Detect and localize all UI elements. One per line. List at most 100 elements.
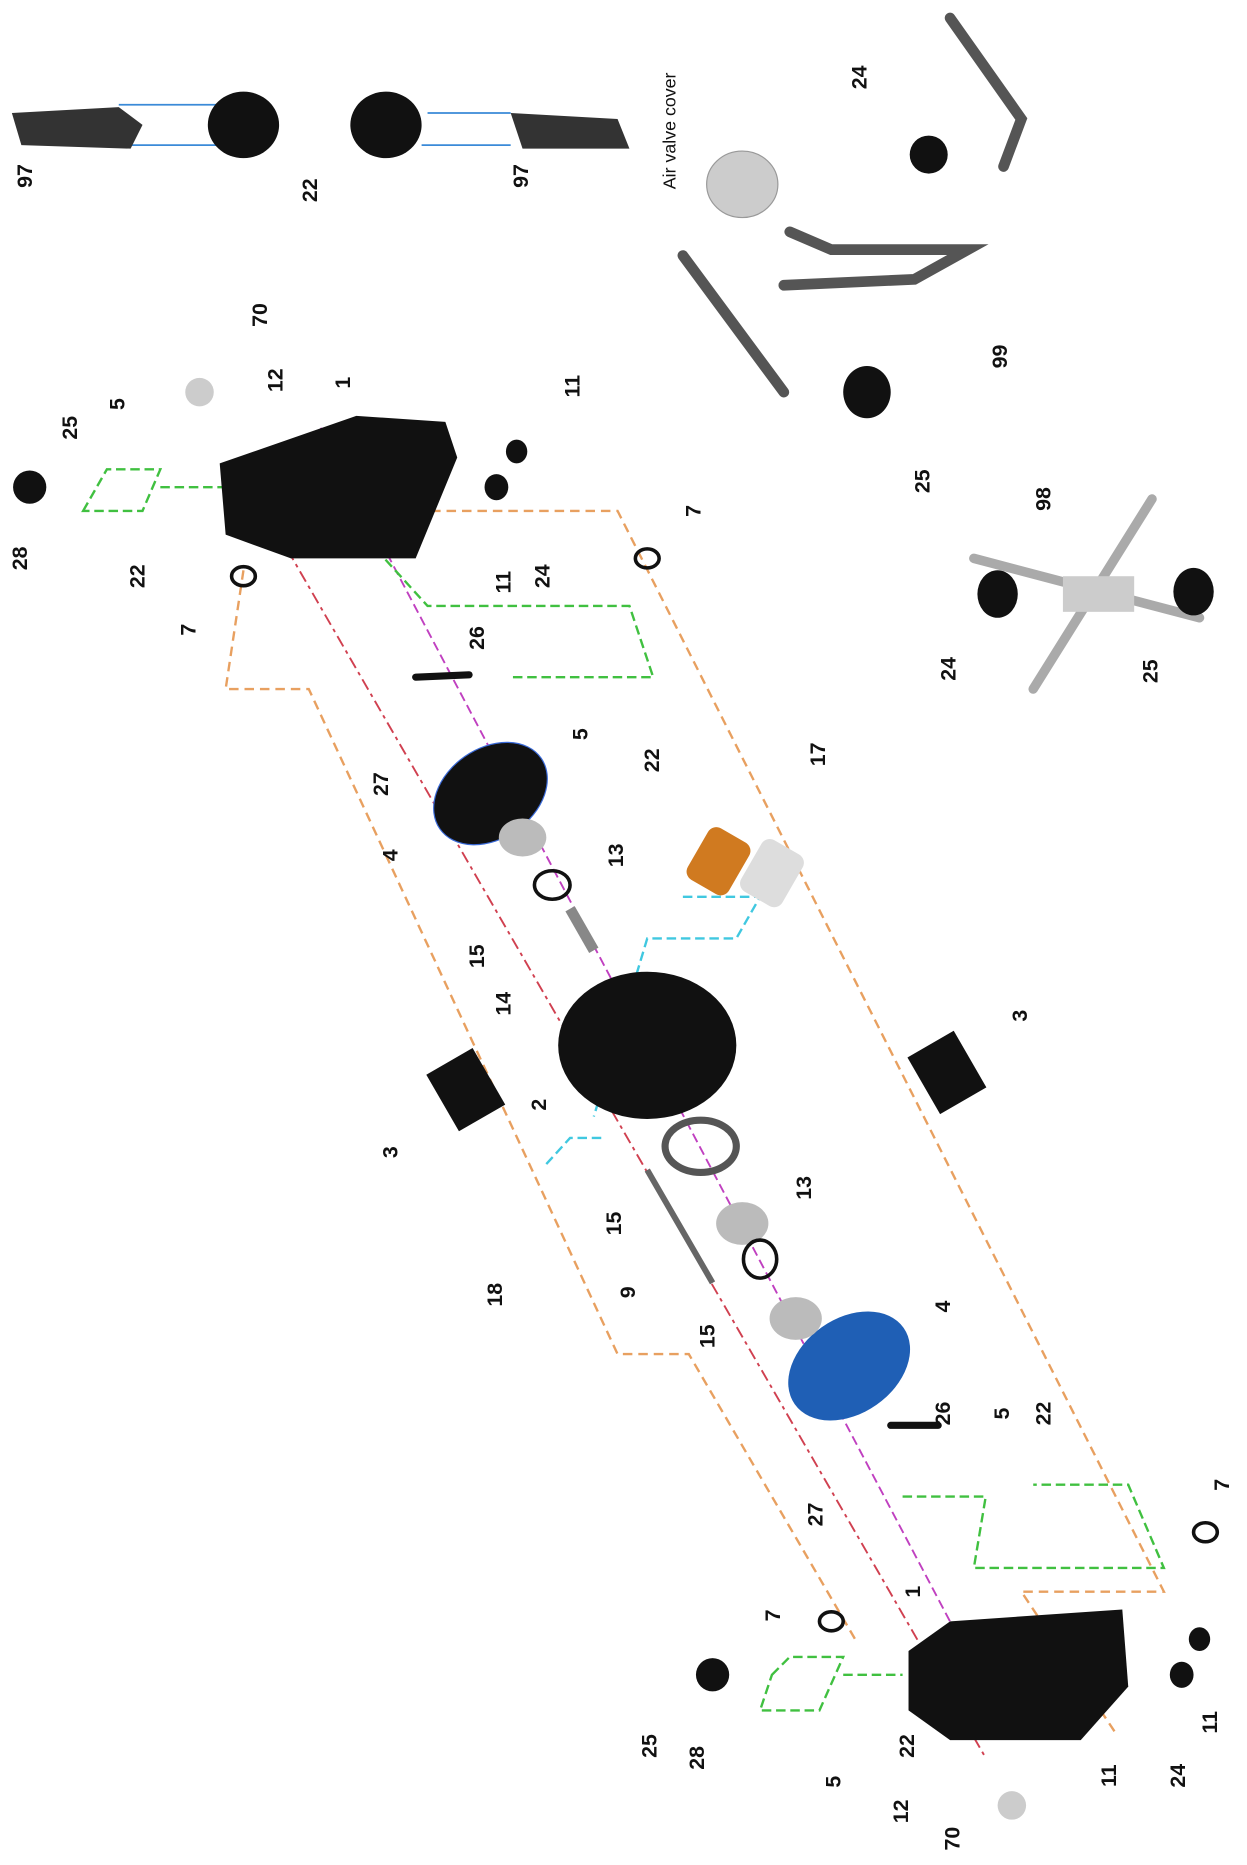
part-label: 9 [616, 1286, 640, 1298]
part-label: 28 [8, 546, 32, 570]
end-cover [219, 415, 458, 559]
part-label: 28 [685, 1746, 709, 1770]
part-label: 7 [681, 505, 705, 517]
seal [412, 671, 942, 1429]
part-label: 24 [1166, 1764, 1190, 1788]
part-label: 5 [990, 1407, 1014, 1419]
spring [661, 1116, 740, 1176]
part-label: 11 [560, 375, 584, 398]
piston [769, 1297, 822, 1340]
part-label: 97 [509, 164, 533, 188]
part-label: 27 [369, 772, 393, 796]
part-label: 12 [263, 368, 287, 392]
valve-insert [740, 839, 804, 908]
o-ring [229, 564, 258, 588]
orange-guide [415, 509, 1166, 1735]
manifold-body [1062, 576, 1135, 612]
part-label: 3 [1008, 1010, 1032, 1022]
hose-part [510, 113, 630, 149]
cap [505, 439, 528, 464]
shaft [565, 906, 599, 953]
part-label: 70 [940, 1827, 964, 1851]
part-label: 26 [931, 1401, 955, 1425]
part-label: 18 [483, 1283, 507, 1307]
cyan-guide [545, 1136, 606, 1165]
part-label: 7 [177, 624, 201, 636]
shaft [644, 1168, 716, 1285]
o-ring [532, 868, 572, 902]
part-label: 7 [761, 1609, 785, 1621]
plug [997, 1791, 1027, 1820]
o-ring [741, 1238, 779, 1280]
part-label: 25 [58, 416, 82, 440]
part-label: 5 [105, 398, 129, 410]
part-label: 13 [792, 1176, 816, 1200]
part-label: 11 [1198, 1711, 1222, 1734]
part-label: 14 [491, 992, 515, 1016]
pipe [677, 12, 1028, 398]
block [426, 1047, 506, 1132]
part-label: 11 [1097, 1764, 1121, 1787]
part-label: 70 [248, 303, 272, 327]
green-guide [307, 474, 655, 679]
cap [977, 570, 1018, 618]
part-label: 24 [937, 657, 961, 681]
center-block [558, 971, 737, 1119]
o-ring [817, 1610, 845, 1633]
hose-part [11, 107, 143, 149]
part-label: 25 [1139, 659, 1163, 683]
part-label: Air valve cover [660, 72, 680, 189]
block [907, 1030, 987, 1115]
plug [185, 377, 214, 407]
part-label: 22 [298, 178, 322, 202]
part-label: 22 [640, 748, 664, 772]
cap [695, 1658, 730, 1692]
part-label: 15 [465, 944, 489, 968]
part-label: 15 [696, 1324, 720, 1348]
part-label: 25 [911, 469, 935, 493]
end-cover [908, 1609, 1129, 1741]
cap [13, 470, 47, 504]
valve-cover [706, 150, 779, 219]
piston [716, 1202, 769, 1245]
part-label: 24 [848, 65, 872, 89]
part-label: 22 [126, 564, 150, 588]
diaphragm [788, 1311, 911, 1421]
orange-guide [224, 570, 857, 1640]
part-label: 1 [331, 377, 355, 389]
cap [1169, 1661, 1194, 1688]
part-label: 98 [1032, 487, 1056, 511]
part-label: 13 [604, 843, 628, 867]
green-guide [902, 1483, 1166, 1570]
o-ring [1191, 1520, 1220, 1544]
part-label: 22 [895, 1734, 919, 1758]
green-guide [81, 468, 226, 513]
part-label: 26 [465, 626, 489, 650]
fitting [207, 91, 280, 159]
fitting [350, 91, 422, 159]
part-label: 15 [602, 1211, 626, 1235]
part-label: 2 [527, 1099, 551, 1111]
part-label: 7 [1210, 1479, 1234, 1491]
parts [11, 12, 1220, 1820]
cap [484, 474, 509, 501]
part-label: 5 [822, 1776, 846, 1788]
part-label: 4 [931, 1301, 955, 1313]
guide-line [118, 103, 511, 146]
cap [1188, 1627, 1211, 1652]
cap [1173, 567, 1214, 616]
part-label: 1 [901, 1586, 925, 1598]
part-label: 3 [379, 1146, 403, 1158]
cap [843, 366, 891, 419]
part-label: 4 [379, 849, 403, 861]
valve-insert [686, 827, 751, 896]
green-guide [758, 1655, 903, 1712]
piston [498, 818, 547, 857]
part-label: 11 [491, 571, 515, 594]
part-label: 27 [804, 1503, 828, 1527]
part-label: 17 [806, 742, 830, 766]
part-label: 22 [1032, 1401, 1056, 1425]
o-ring [633, 547, 661, 570]
